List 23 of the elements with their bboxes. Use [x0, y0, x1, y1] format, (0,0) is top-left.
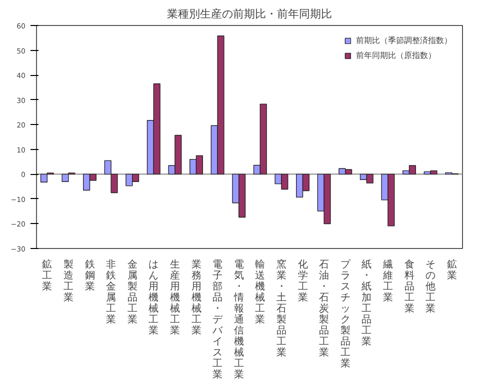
x-tick-label: 生産用機械工業 — [170, 258, 180, 336]
category-label: 電気・情報通信機械工業 — [234, 260, 244, 380]
x-tick-label: 非鉄金属工業 — [106, 258, 116, 326]
x-tick-label: 食料品工業 — [404, 258, 414, 314]
legend-label: 前年同期比（原指数） — [356, 50, 436, 61]
category-label: 電子部品・デバイス工業 — [212, 260, 223, 380]
x-tick-label: 化学工業 — [298, 258, 308, 304]
category-label: 石油・石炭製品工業 — [319, 260, 330, 358]
x-tick-label: その他工業 — [426, 260, 436, 314]
x-tick-label: はん用機械工業 — [148, 260, 159, 336]
legend-label: 前期比（季節調整済指数） — [356, 35, 452, 46]
x-tick-label: 製造工業 — [63, 258, 74, 304]
x-tick-label: 鉱業 — [446, 258, 457, 282]
x-tick-label: 鉄鋼業 — [84, 258, 95, 292]
category-label: 窯業・土石製品工業 — [276, 260, 286, 358]
x-tick-label: 紙・紙加工品工業 — [362, 258, 372, 348]
x-tick-label: 輸送機械工業 — [255, 258, 266, 326]
category-label: プラスチック製品工業 — [340, 260, 350, 370]
x-tick-label: 金属製品工業 — [127, 258, 138, 326]
x-tick-label: 繊維工業 — [382, 258, 393, 304]
x-tick-label: 業務用機械工業 — [191, 258, 202, 336]
chart-title: 業種別生産の前期比・前年同期比 — [167, 8, 332, 20]
x-tick-label: 鉱工業 — [42, 258, 52, 292]
